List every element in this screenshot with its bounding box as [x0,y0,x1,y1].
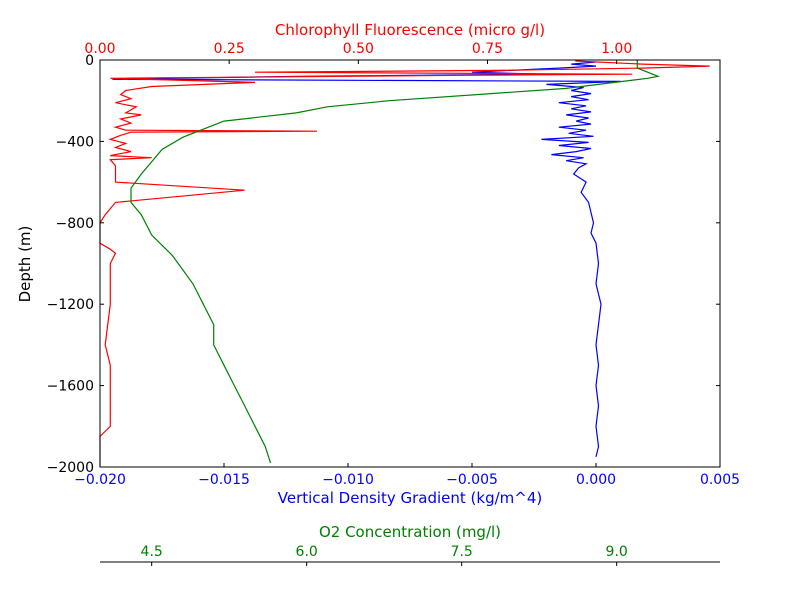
oxygen-series-line [130,60,661,464]
density-tick-label: −0.010 [322,472,374,488]
density-tick-label: −0.005 [446,472,498,488]
density-tick-label: 0.000 [576,472,616,488]
series-layer [99,60,710,467]
chlorophyll-tick-label: 0.00 [84,41,115,57]
chlorophyll-series-line [99,60,710,467]
depth-axis-label: Depth (m) [16,226,34,303]
density-series-line [112,61,621,457]
oxygen-tick-label: 7.5 [451,544,473,560]
depth-tick-label: −400 [56,134,94,150]
oxygen-tick-label: 6.0 [296,544,318,560]
tick-layer: 0 −400 −800 −1200 −1600 −2000−0.020 −0.015 −0.0… [47,41,740,566]
density-axis-label: Vertical Density Gradient (kg/m^4) [278,489,542,507]
chlorophyll-tick-label: 0.25 [214,41,245,57]
depth-tick-label: −800 [56,216,94,232]
chlorophyll-tick-label: 1.00 [601,41,632,57]
depth-tick-label: −2000 [47,460,94,476]
plot-frame [99,59,721,468]
density-tick-label: −0.015 [198,472,250,488]
density-tick-label: −0.020 [74,472,126,488]
oxygen-tick-label: 9.0 [606,544,628,560]
oxygen-tick-label: 4.5 [141,544,163,560]
chlorophyll-tick-label: 0.75 [472,41,503,57]
density-tick-label: 0.005 [700,472,740,488]
chlorophyll-axis-label: Chlorophyll Fluorescence (micro g/l) [275,21,545,39]
oxygen-axis-label: O2 Concentration (mg/l) [319,523,501,541]
depth-tick-label: −1200 [47,297,94,313]
chlorophyll-tick-label: 0.50 [343,41,374,57]
depth-tick-label: 0 [85,53,94,69]
depth-tick-label: −1600 [47,379,94,395]
